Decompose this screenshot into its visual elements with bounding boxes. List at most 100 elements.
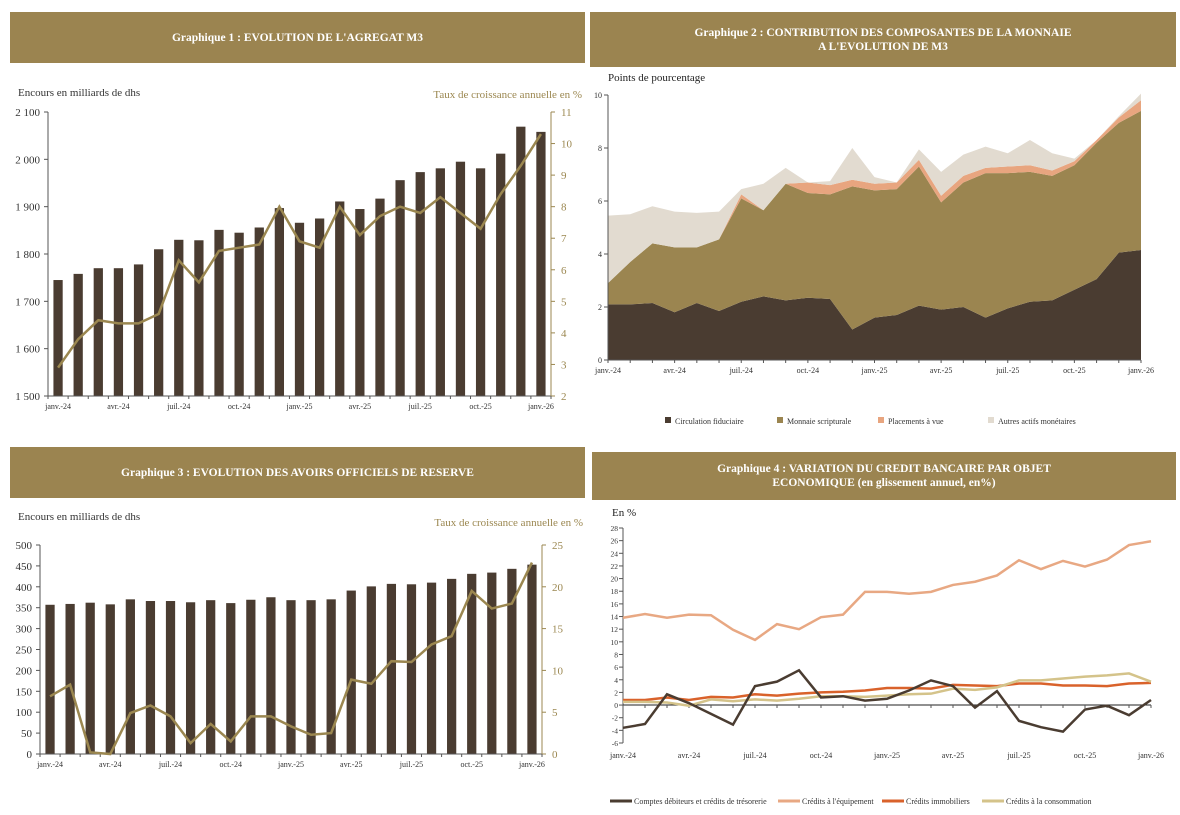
- chart3-x-tick-label: janv.-26: [518, 760, 545, 769]
- chart1-x-tick-label: oct.-24: [228, 402, 250, 411]
- chart4-y-tick-label: 28: [611, 524, 619, 533]
- chart3-y2-tick-label: 15: [552, 624, 564, 636]
- chart3-bar: [467, 573, 477, 754]
- chart1-y2-tick-label: 11: [561, 107, 572, 119]
- chart1-bar: [496, 153, 506, 396]
- chart1-y2label: Taux de croissance annuelle en %: [433, 89, 582, 101]
- chart1-x-tick-label: janv.-25: [286, 402, 313, 411]
- chart1-bar: [194, 240, 204, 396]
- chart4-y-tick-label: 24: [611, 549, 619, 558]
- chart4-y-tick-label: 26: [611, 537, 619, 546]
- chart4-line-2: [623, 681, 1152, 702]
- chart4-y-tick-label: 14: [611, 613, 619, 622]
- chart1-bar: [133, 264, 144, 396]
- chart4-y-tick-label: 6: [614, 663, 618, 672]
- chart1-x-tick-label: juil.-25: [408, 402, 432, 411]
- chart3-bar: [206, 600, 216, 754]
- chart3-bar: [366, 586, 376, 754]
- chart2-area-0: [608, 250, 1141, 360]
- chart3-y-tick-label: 0: [27, 749, 33, 761]
- chart2-y-tick-label: 4: [598, 250, 602, 259]
- chart4-y-tick-label: 8: [614, 650, 618, 659]
- chart2-y-tick-label: 6: [598, 197, 602, 206]
- chart3-y-tick-label: 500: [16, 540, 33, 552]
- chart4-x-tick-label: avr.-24: [678, 751, 700, 760]
- chart3-x-tick-label: oct.-25: [461, 760, 483, 769]
- chart1-bar: [174, 239, 184, 396]
- chart1-bar: [475, 168, 486, 396]
- chart1-y-tick-label: 1 700: [15, 296, 40, 308]
- chart1-bar: [415, 172, 425, 396]
- chart4-y-tick-label: 2: [614, 688, 618, 697]
- chart3-bar: [447, 578, 457, 754]
- chart1-y-tick-label: 2 000: [15, 154, 40, 166]
- chart3-bar: [105, 604, 115, 754]
- chart1-x-tick-label: avr.-24: [107, 402, 129, 411]
- chart3-y-tick-label: 150: [16, 686, 33, 698]
- chart1-bar: [435, 168, 445, 396]
- chart4-header: Graphique 4 : VARIATION DU CREDIT BANCAI…: [592, 452, 1176, 500]
- chart3-y-tick-label: 300: [16, 624, 33, 636]
- chart2-legend-swatch-3: [988, 417, 994, 423]
- chart2-x-tick-label: avr.-24: [663, 366, 685, 375]
- chart4-legend-label-0: Comptes débiteurs et crédits de trésorer…: [634, 797, 767, 806]
- chart1-y-tick-label: 1 600: [15, 344, 40, 356]
- chart1-y-tick-label: 1 800: [15, 249, 40, 261]
- chart4-x-tick-label: avr.-25: [942, 751, 964, 760]
- chart2-area-1: [608, 110, 1141, 330]
- chart4-y-tick-label: -4: [612, 726, 618, 735]
- chart1-bar: [536, 131, 546, 396]
- chart3-y-tick-label: 50: [21, 728, 33, 740]
- chart2-x-tick-label: oct.-24: [797, 366, 819, 375]
- chart1-bar: [73, 273, 83, 396]
- chart4-line-3: [623, 672, 1152, 707]
- chart4-x-tick-label: oct.-25: [1074, 751, 1096, 760]
- chart2-ylabel: Points de pourcentage: [608, 72, 705, 84]
- chart3-y2-tick-label: 5: [552, 707, 558, 719]
- chart3-bar: [346, 590, 356, 754]
- chart1-bar: [294, 222, 305, 396]
- chart3-bar: [145, 601, 156, 754]
- chart1-bar: [234, 232, 244, 396]
- chart3-bar: [125, 599, 135, 754]
- chart3-bar: [266, 597, 276, 754]
- chart4-y-tick-label: 22: [611, 562, 619, 571]
- chart2-legend-label-3: Autres actifs monétaires: [998, 417, 1076, 426]
- chart3-bar: [527, 564, 537, 754]
- chart4-y-tick-label: 10: [611, 638, 619, 647]
- chart1-y2-tick-label: 9: [561, 170, 567, 182]
- chart4-x-tick-label: janv.-24: [609, 751, 636, 760]
- chart1-bar: [314, 218, 325, 396]
- chart2-x-tick-label: janv.-24: [594, 366, 621, 375]
- chart4-x-tick-label: janv.-26: [1137, 751, 1164, 760]
- chart2-legend-label-1: Monnaie scripturale: [787, 417, 852, 426]
- chart3-bar: [246, 599, 256, 754]
- chart2-legend-label-0: Circulation fiduciaire: [675, 417, 744, 426]
- chart2-title: Graphique 2 : CONTRIBUTION DES COMPOSANT…: [694, 26, 1072, 53]
- chart4-line-1: [622, 540, 1152, 642]
- chart4-y-tick-label: 12: [611, 625, 619, 634]
- chart2-legend-swatch-0: [665, 417, 671, 423]
- chart1-bar: [455, 161, 466, 396]
- chart3-bar: [507, 568, 517, 754]
- chart4-y-tick-label: -6: [612, 739, 618, 748]
- chart3-y-tick-label: 450: [16, 561, 33, 573]
- chart3-bar: [326, 599, 336, 754]
- chart2-y-tick-label: 10: [594, 91, 602, 100]
- chart2-y-tick-label: 8: [598, 144, 602, 153]
- chart1-y2-tick-label: 2: [561, 391, 567, 403]
- chart1-bar: [154, 249, 164, 396]
- chart1-growth-line: [57, 133, 542, 369]
- chart1-bar: [53, 280, 63, 396]
- chart1-y2-tick-label: 7: [561, 233, 567, 245]
- chart4-x-tick-label: oct.-24: [810, 751, 832, 760]
- chart4-title: Graphique 4 : VARIATION DU CREDIT BANCAI…: [717, 463, 1051, 489]
- chart2-x-tick-label: juil.-25: [995, 366, 1019, 375]
- chart3-y-tick-label: 400: [16, 582, 33, 594]
- chart3-bar: [426, 582, 437, 754]
- chart3-ylabel: Encours en milliards de dhs: [18, 511, 140, 523]
- chart4-ylabel: En %: [612, 507, 636, 519]
- chart1-y2-tick-label: 10: [561, 139, 573, 151]
- chart4-y-tick-label: 18: [611, 587, 619, 596]
